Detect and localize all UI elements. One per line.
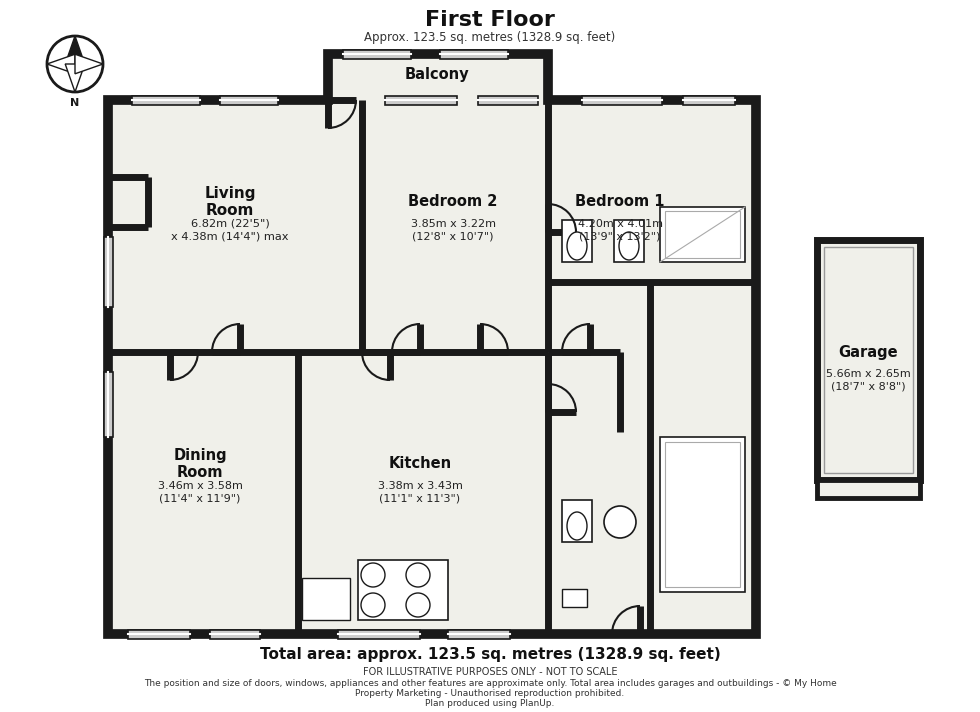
Text: Plan produced using PlanUp.: Plan produced using PlanUp. <box>425 699 555 708</box>
Text: Balcony: Balcony <box>405 66 469 81</box>
Text: Approx. 123.5 sq. metres (1328.9 sq. feet): Approx. 123.5 sq. metres (1328.9 sq. fee… <box>365 31 615 44</box>
Text: Bedroom 1: Bedroom 1 <box>575 194 664 209</box>
Text: Property Marketing - Unauthorised reproduction prohibited.: Property Marketing - Unauthorised reprod… <box>356 689 624 698</box>
Bar <box>582 95 662 105</box>
Bar <box>562 500 592 542</box>
Bar <box>824 247 913 473</box>
Bar <box>343 50 411 58</box>
Text: The position and size of doors, windows, appliances and other features are appro: The position and size of doors, windows,… <box>144 679 836 689</box>
Bar <box>665 442 740 587</box>
Text: Garage: Garage <box>838 345 898 360</box>
Bar <box>132 95 200 105</box>
Ellipse shape <box>567 512 587 540</box>
Bar <box>220 95 278 105</box>
Polygon shape <box>47 54 75 74</box>
Text: 6.82m (22'5")
x 4.38m (14'4") max: 6.82m (22'5") x 4.38m (14'4") max <box>172 219 289 241</box>
Text: Living
Room: Living Room <box>204 186 256 218</box>
Polygon shape <box>66 36 85 64</box>
Ellipse shape <box>619 232 639 260</box>
Bar <box>302 578 350 620</box>
Text: 4.20m x 4.01m
(13'9" x 13'2"): 4.20m x 4.01m (13'9" x 13'2") <box>577 219 662 241</box>
Bar <box>660 437 745 592</box>
Bar <box>104 372 113 437</box>
Bar <box>448 629 510 639</box>
Bar <box>338 629 420 639</box>
Bar <box>817 480 920 498</box>
Bar <box>562 220 592 262</box>
Bar <box>440 50 508 58</box>
Text: 3.85m x 3.22m
(12'8" x 10'7"): 3.85m x 3.22m (12'8" x 10'7") <box>411 219 496 241</box>
Circle shape <box>47 36 103 92</box>
Circle shape <box>361 593 385 617</box>
Text: N: N <box>71 98 79 108</box>
Bar <box>614 220 644 262</box>
Text: First Floor: First Floor <box>425 10 555 30</box>
Text: 5.66m x 2.65m
(18'7" x 8'8"): 5.66m x 2.65m (18'7" x 8'8") <box>825 369 910 392</box>
Text: Total area: approx. 123.5 sq. metres (1328.9 sq. feet): Total area: approx. 123.5 sq. metres (13… <box>260 647 720 662</box>
Text: FOR ILLUSTRATIVE PURPOSES ONLY - NOT TO SCALE: FOR ILLUSTRATIVE PURPOSES ONLY - NOT TO … <box>363 667 617 677</box>
Circle shape <box>406 563 430 587</box>
Bar <box>478 95 538 105</box>
Bar <box>562 589 587 607</box>
Text: Kitchen: Kitchen <box>388 456 452 471</box>
Ellipse shape <box>567 232 587 260</box>
Circle shape <box>361 563 385 587</box>
Bar <box>665 211 740 258</box>
Bar <box>660 207 745 262</box>
Bar <box>358 560 448 620</box>
Text: 3.46m x 3.58m
(11'4" x 11'9"): 3.46m x 3.58m (11'4" x 11'9") <box>158 481 242 503</box>
Bar <box>210 629 260 639</box>
Bar <box>128 629 190 639</box>
Bar <box>817 240 920 480</box>
Polygon shape <box>108 54 756 634</box>
Bar <box>683 95 735 105</box>
Bar <box>104 237 113 307</box>
Circle shape <box>406 593 430 617</box>
Polygon shape <box>66 64 85 92</box>
Text: 3.38m x 3.43m
(11'1" x 11'3"): 3.38m x 3.43m (11'1" x 11'3") <box>377 481 463 503</box>
Circle shape <box>604 506 636 538</box>
Bar <box>385 95 457 105</box>
Text: Bedroom 2: Bedroom 2 <box>409 194 498 209</box>
Text: Dining
Room: Dining Room <box>173 448 226 480</box>
Polygon shape <box>75 54 103 74</box>
